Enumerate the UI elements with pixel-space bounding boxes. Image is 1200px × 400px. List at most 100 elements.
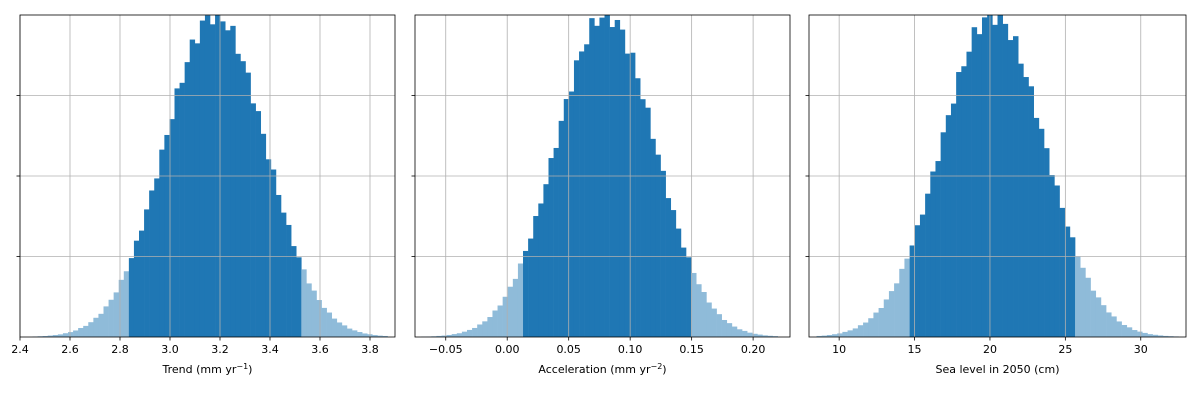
histogram-bar (275, 194, 282, 337)
histogram-tail-bar (1106, 312, 1112, 337)
x-tick-label: 15 (908, 343, 922, 356)
histogram-bar (584, 44, 590, 338)
histogram-tail-bar (821, 335, 828, 337)
histogram-tail-bar (507, 286, 514, 337)
x-tick-label: 30 (1134, 343, 1148, 356)
histogram-bar (553, 147, 559, 337)
histogram-tail-bar (83, 325, 89, 337)
histogram-tail-bar (103, 306, 109, 337)
histogram-bar (240, 61, 246, 337)
histogram-bar (149, 190, 155, 337)
histogram-tail-bar (832, 334, 838, 337)
histogram-tail-bar (1095, 297, 1102, 337)
histogram-bar (624, 53, 631, 338)
histogram-bar (919, 214, 926, 337)
histogram-bar (940, 132, 947, 337)
histogram-tail-bar (466, 329, 473, 337)
histogram-tail-bar (767, 335, 773, 337)
histogram-bar (250, 103, 256, 338)
histogram-bar (686, 257, 692, 337)
x-tick-label: 3.0 (161, 343, 179, 356)
histogram-bar (286, 224, 292, 337)
histogram-tail-bar (757, 334, 763, 337)
x-tick-label: −0.05 (429, 343, 463, 356)
histogram-bar (640, 99, 646, 337)
histogram-bar (169, 119, 175, 337)
histogram-bar (296, 257, 302, 337)
histogram-tail-bar (331, 318, 338, 337)
histogram-bar (635, 78, 641, 337)
histogram-tail-bar (696, 284, 702, 337)
histogram-tail-bar (711, 308, 717, 337)
histogram-bar (533, 216, 539, 337)
histogram-bar (594, 25, 600, 337)
histogram-bar (645, 107, 651, 337)
histogram-bar (144, 209, 150, 337)
histogram-bar (976, 34, 983, 338)
histogram-bar (133, 240, 140, 337)
histogram-tail-bar (517, 263, 524, 337)
histogram-tail-bar (1100, 305, 1107, 337)
histogram-tail-bar (888, 291, 895, 337)
histogram-tail-bar (57, 334, 64, 337)
histogram-tail-bar (826, 334, 833, 337)
histogram-tail-bar (1152, 334, 1159, 337)
histogram-tail-bar (1111, 316, 1117, 337)
histogram-tail-bar (372, 335, 378, 337)
x-tick-label: 3.8 (361, 343, 379, 356)
histogram-tail-bar (726, 323, 733, 337)
histogram-tail-bar (341, 325, 348, 337)
histogram-bar (260, 133, 267, 337)
histogram-bar (245, 72, 251, 337)
histogram-tail-bar (899, 268, 905, 337)
histogram-tail-bar (301, 269, 307, 337)
histogram-tail-bar (1137, 331, 1143, 337)
histogram-tail-bar (762, 335, 768, 337)
panel-acceleration: −0.05 0.00 0.05 0.10 0.15 0.20 Acceleration (m… (411, 14, 791, 376)
histogram-tail-bar (1131, 330, 1138, 337)
histogram-bar (956, 72, 962, 337)
histogram-bar (1054, 185, 1060, 337)
histogram-bar (619, 29, 626, 338)
histogram-tail-bar (311, 290, 317, 337)
histogram-tail-bar (382, 335, 388, 337)
histogram-tail-bar (857, 325, 864, 337)
histogram-tail-bar (747, 332, 753, 337)
histogram-tail-bar (1080, 267, 1086, 337)
histogram-tail-bar (772, 336, 778, 337)
histogram-tail-bar (108, 299, 114, 337)
histogram-tail-bar (1126, 327, 1133, 337)
histogram-tail-bar (736, 329, 743, 337)
histogram-tail-bar (497, 305, 503, 337)
histogram-tail-bar (894, 283, 900, 337)
histogram-bar (225, 30, 231, 338)
histogram-tail-bar (88, 322, 94, 337)
x-tick-label: 3.4 (261, 343, 279, 356)
histogram-tail-bar (1168, 336, 1174, 337)
histogram-tail-bar (868, 318, 874, 337)
histogram-bar (1002, 23, 1009, 337)
histogram-bar (1069, 237, 1076, 337)
x-tick-label: 3.2 (211, 343, 229, 356)
histogram-tail-bar (362, 333, 368, 337)
x-tick-label: 0.00 (495, 343, 520, 356)
histogram-tail-bar (492, 310, 498, 337)
x-tick-label: 0.05 (556, 343, 581, 356)
histogram-bar (655, 154, 661, 337)
histogram-tail-bar (62, 333, 69, 337)
histogram-bar (184, 62, 191, 337)
histogram-tail-bar (842, 331, 848, 337)
histogram-tail-bar (316, 300, 322, 337)
histogram-tail-bar (837, 333, 843, 337)
histogram-tail-bar (1121, 324, 1128, 337)
histogram-bar (128, 258, 135, 337)
plot-frame (808, 14, 1187, 338)
histogram-tail-bar (477, 324, 483, 337)
histogram-tail-bar (306, 283, 312, 337)
histogram-tail-bar (716, 314, 722, 337)
histogram-bar (210, 24, 216, 337)
x-axis-label: Trend (mm yr−1) (162, 362, 253, 376)
histogram-tail-bar (42, 336, 49, 337)
histogram-tail-bar (68, 332, 74, 337)
